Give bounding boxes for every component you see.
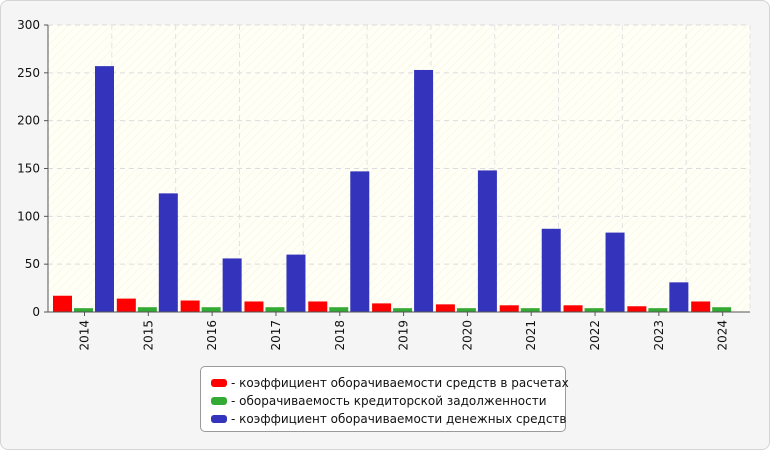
bar	[435, 304, 455, 312]
legend-swatch	[211, 415, 227, 423]
x-tick-label: 2022	[588, 320, 602, 351]
x-axis-ticks: 2014 2015 2016 2017 2018 2019 2020 2021 2022 2023…	[78, 312, 730, 351]
bar	[691, 301, 711, 312]
legend-swatch	[211, 379, 227, 387]
bar	[74, 308, 93, 312]
bar	[712, 307, 732, 312]
y-tick-label: 200	[17, 114, 40, 128]
bar	[308, 301, 328, 312]
bar	[201, 307, 221, 312]
bar	[456, 308, 476, 312]
legend-item: - коэффициент оборачиваемости денежных с…	[211, 410, 567, 428]
x-tick-label: 2023	[652, 320, 666, 351]
bar	[669, 282, 689, 312]
x-tick-label: 2021	[524, 320, 538, 351]
bar	[222, 258, 242, 312]
legend: - коэффициент оборачиваемости средств в …	[200, 366, 569, 432]
bar	[158, 193, 178, 312]
bar	[53, 295, 72, 312]
y-tick-label: 100	[17, 209, 40, 223]
bar	[95, 66, 114, 313]
bars	[53, 66, 732, 313]
y-tick-label: 250	[17, 66, 40, 80]
x-tick-label: 2016	[205, 320, 219, 351]
x-tick-label: 2018	[333, 320, 347, 351]
bar	[244, 301, 264, 312]
x-tick-label: 2015	[141, 320, 155, 351]
bar	[541, 228, 561, 312]
bar	[137, 307, 157, 312]
bar	[499, 305, 519, 312]
bar	[329, 307, 349, 312]
y-tick-label: 50	[25, 257, 40, 271]
legend-label: - коэффициент оборачиваемости денежных с…	[231, 412, 567, 426]
legend-item: - коэффициент оборачиваемости средств в …	[211, 374, 569, 392]
bar	[627, 306, 647, 312]
x-tick-label: 2017	[269, 320, 283, 351]
x-tick-label: 2014	[78, 320, 92, 351]
bar	[477, 170, 497, 312]
bar	[520, 308, 540, 312]
bar	[648, 308, 668, 312]
bar	[605, 232, 625, 312]
bar	[372, 303, 392, 312]
bar	[350, 171, 370, 312]
y-tick-label: 300	[17, 18, 40, 32]
bar	[563, 305, 583, 312]
bar	[414, 69, 434, 312]
bar	[180, 300, 200, 312]
legend-label: - оборачиваемость кредиторской задолженн…	[231, 394, 547, 408]
bar	[265, 307, 285, 312]
bar	[393, 308, 413, 312]
y-axis-ticks: 0 50 100 150 200 250 300	[17, 18, 48, 319]
legend-swatch	[211, 397, 227, 405]
x-tick-label: 2020	[460, 320, 474, 351]
bar	[286, 254, 306, 312]
legend-label: - коэффициент оборачиваемости средств в …	[231, 376, 569, 390]
legend-item: - оборачиваемость кредиторской задолженн…	[211, 392, 565, 410]
x-tick-label: 2019	[397, 320, 411, 351]
x-tick-label: 2024	[716, 320, 730, 351]
bar	[584, 308, 604, 312]
y-tick-label: 150	[17, 162, 40, 176]
y-tick-label: 0	[32, 305, 40, 319]
bar	[116, 298, 136, 312]
